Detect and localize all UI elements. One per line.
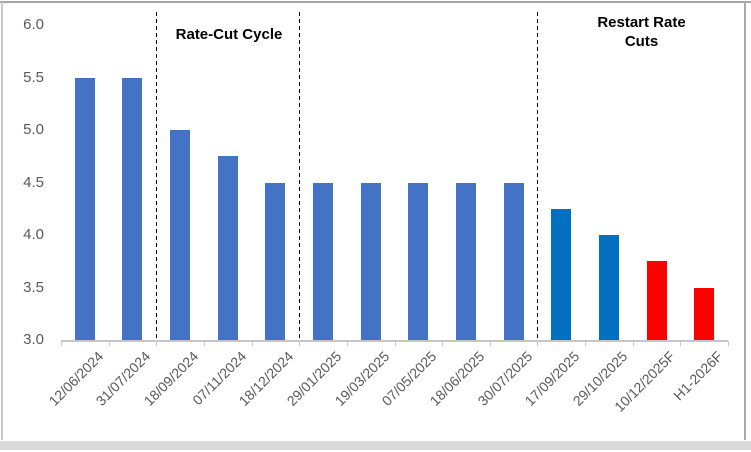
y-axis-tick-label: 3.0 — [23, 331, 44, 348]
y-axis-tick-label: 5.0 — [23, 121, 44, 138]
x-axis-tick — [156, 341, 158, 346]
x-axis-tick — [346, 341, 348, 346]
bar-31-07-2024 — [122, 77, 143, 340]
bar-07-11-2024 — [217, 156, 238, 340]
bar-07-05-2025 — [408, 182, 429, 340]
bar-30-07-2025 — [503, 182, 524, 340]
phase-divider-line — [537, 12, 539, 340]
bar-29-10-2025 — [598, 235, 619, 340]
y-axis-tick-label: 4.5 — [23, 173, 44, 191]
annotation-rate-cut-cycle: Rate-Cut Cycle — [175, 26, 283, 43]
phase-divider-line — [299, 12, 301, 340]
x-axis-tick — [108, 341, 110, 346]
bar-18-06-2025 — [455, 182, 476, 340]
phase-divider-line — [156, 12, 158, 340]
x-axis-tick — [251, 341, 253, 346]
x-axis-tick — [632, 341, 634, 346]
bar-12-06-2024 — [74, 77, 95, 340]
y-axis-tick-label: 4.0 — [23, 226, 44, 243]
bottom-edge-strip — [0, 441, 751, 450]
x-axis-tick — [442, 341, 444, 346]
x-axis-tick — [203, 341, 205, 346]
x-axis-tick — [585, 341, 587, 346]
frame-border-right — [744, 2, 746, 440]
frame-border-left — [1, 2, 3, 440]
x-axis-tick — [394, 341, 396, 346]
x-axis-tick — [489, 341, 491, 346]
x-axis-tick — [61, 341, 62, 346]
x-axis-tick — [537, 341, 539, 346]
bar-29-01-2025 — [313, 182, 334, 340]
bar-h1-2026f — [694, 287, 715, 340]
x-axis-tick — [680, 341, 682, 346]
annotation-restart-rate-cuts: Restart Rate Cuts — [597, 14, 686, 50]
x-axis-category-label: H1-2026F — [670, 348, 726, 404]
x-axis-tick — [728, 341, 729, 346]
frame-border-top — [0, 1, 751, 3]
x-axis-tick — [299, 341, 301, 346]
bar-18-12-2024 — [265, 182, 286, 340]
bar-17-09-2025 — [551, 208, 572, 340]
y-axis-tick-label: 6.0 — [23, 16, 44, 33]
y-axis-tick-label: 3.5 — [23, 278, 44, 296]
bar-18-09-2024 — [170, 130, 191, 340]
y-axis-tick-label: 5.5 — [23, 68, 44, 86]
bar-19-03-2025 — [360, 182, 381, 340]
bar-10-12-2025f — [646, 261, 667, 340]
